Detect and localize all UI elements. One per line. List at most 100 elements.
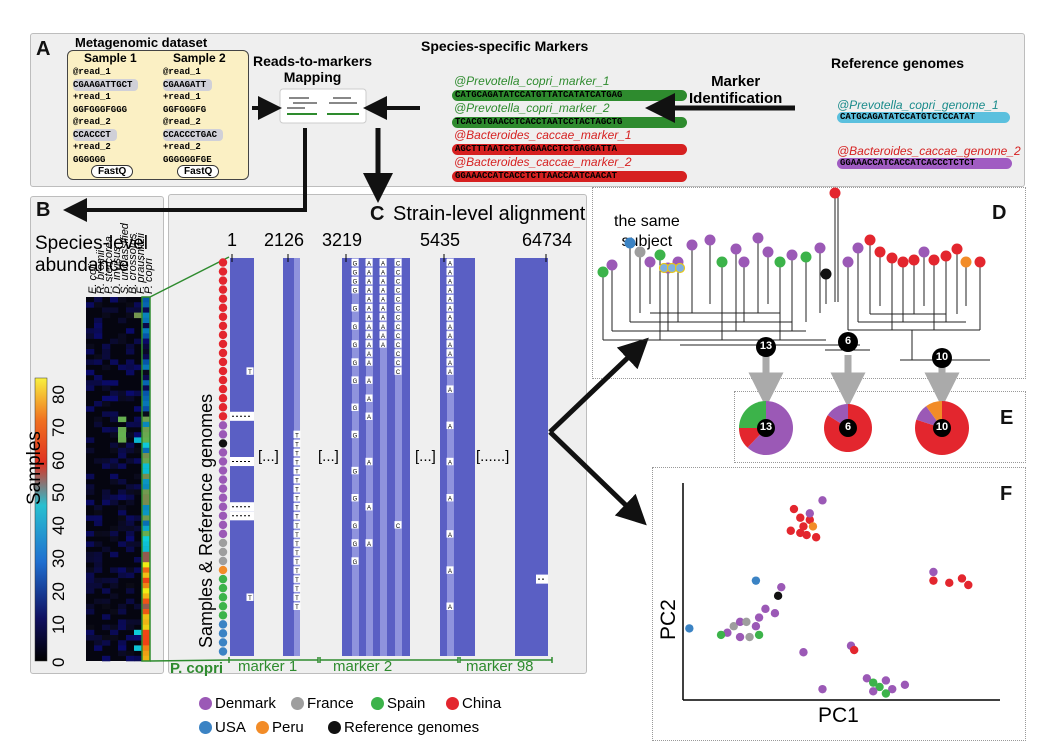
heatmap-cell: [126, 359, 135, 365]
species-label: P. copri: [143, 258, 155, 294]
sample-dot: [218, 529, 228, 539]
tree-tip: [886, 252, 898, 264]
marker-seq: AGCTTTAATCCTAGGAACCTCTGAGGATTA: [452, 144, 687, 155]
heatmap-cell: [134, 655, 143, 662]
heatmap-cell: [110, 442, 119, 449]
base-cell: [293, 466, 301, 475]
base-letter: A: [381, 325, 385, 331]
heatmap-cell: [94, 635, 103, 641]
base-letter: G: [353, 524, 358, 530]
heatmap-cell: [94, 640, 103, 646]
sample-dot: [218, 294, 228, 303]
sample-dot: [218, 556, 228, 566]
heatmap-cell: [86, 437, 95, 443]
base-letter: T: [295, 488, 299, 494]
base-cell: [351, 493, 359, 502]
heatmap-cell: [86, 328, 95, 334]
base-cell: [446, 367, 454, 375]
pca-point: [808, 522, 818, 531]
heatmap-cell: [142, 603, 151, 610]
heatmap-cell: [126, 364, 135, 371]
heatmap-cell: [118, 297, 127, 303]
base-letter: A: [448, 289, 452, 295]
heatmap-cell: [86, 484, 95, 490]
base-cell: [293, 475, 301, 484]
base-cell: [365, 331, 373, 339]
metagenomic-dataset-box: [67, 50, 249, 180]
heatmap-cell: [118, 338, 127, 345]
heatmap-cell: [94, 359, 103, 365]
base-cell: [394, 331, 402, 339]
sample-dot: [218, 303, 228, 312]
panel-d-letter: D: [992, 202, 1007, 224]
base-cell: [351, 557, 359, 565]
heatmap-cell: [94, 317, 103, 324]
heatmap-cell: [110, 593, 119, 599]
heatmap-cell: [86, 380, 95, 386]
pca-point: [761, 604, 770, 614]
panel-c-ylabel: Samples & Reference genomes: [196, 393, 216, 648]
base-letter: G: [353, 325, 358, 331]
sample-dot: [218, 393, 228, 403]
base-letter: A: [367, 379, 371, 385]
heatmap-cell: [134, 390, 143, 397]
sample-dot: [218, 638, 228, 647]
heatmap-cell: [142, 484, 151, 490]
base-cell: [394, 367, 402, 375]
heatmap-cell: [142, 505, 151, 511]
pca-point: [957, 574, 967, 583]
tree-tip: [704, 234, 716, 246]
sample-dot: [218, 629, 228, 638]
sample2-read-line: +read_2: [163, 142, 201, 152]
heatmap-cell: [94, 375, 103, 381]
heatmap-cell: [86, 557, 95, 563]
sample-dot: [218, 439, 228, 448]
sample-dot: [218, 466, 228, 475]
legend-label: China: [462, 695, 502, 712]
heatmap-cell: [86, 531, 95, 537]
legend-item: Peru: [256, 719, 304, 736]
tree-tip: [686, 239, 698, 251]
base-letter: T: [295, 533, 299, 539]
base-cell: [446, 340, 454, 348]
heatmap-cell: [126, 531, 135, 537]
legend-item: Spain: [371, 695, 425, 712]
heatmap-cell: [110, 458, 119, 464]
base-letter: C: [396, 316, 401, 322]
position-label: 2126: [264, 230, 305, 250]
heatmap-cell: [142, 411, 151, 417]
heatmap-cell: [142, 494, 151, 501]
sample-dot: [218, 592, 228, 602]
panel-c-title: Strain-level alignment: [393, 203, 586, 225]
base-letter: C: [396, 261, 401, 267]
heatmap-cell: [134, 489, 143, 495]
position-label: 64734: [522, 230, 573, 250]
tree-tip: [974, 256, 986, 268]
base-cell: [379, 258, 387, 267]
heatmap-cell: [142, 349, 151, 355]
gap-label: [...]: [415, 448, 436, 465]
pca-point: [754, 630, 764, 640]
heatmap-cell: [118, 453, 127, 459]
sample2-read-line: CGAAGATT: [163, 78, 213, 91]
base-letter: A: [381, 280, 385, 286]
sample-dot: [218, 602, 228, 611]
heatmap-cell: [134, 421, 143, 428]
base-cell: [379, 285, 387, 294]
panel-b-title: Species-level abundance: [35, 233, 148, 276]
heatmap-cell: [142, 343, 151, 350]
heatmap-cell: [118, 640, 127, 646]
base-letter: T: [295, 524, 299, 530]
heatmap-cell: [142, 567, 151, 573]
heatmap-cell: [86, 629, 95, 636]
heatmap-cell: [102, 364, 111, 371]
heatmap-cell: [102, 458, 111, 464]
heatmap-cell: [110, 380, 119, 386]
heatmap-cell: [142, 328, 151, 334]
base-cell: [446, 457, 454, 466]
heatmap-cell: [142, 562, 151, 568]
tree-tip: [774, 256, 786, 268]
heatmap-cell: [94, 328, 103, 334]
base-letter: C: [396, 325, 401, 331]
